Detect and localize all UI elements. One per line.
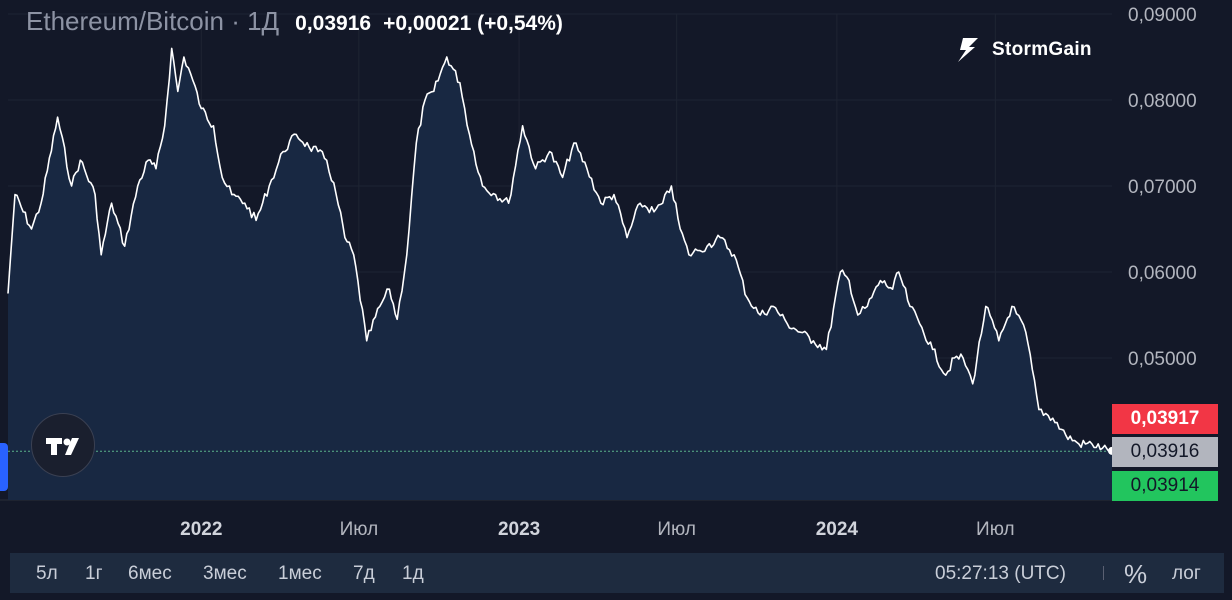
- x-tick-label: 2023: [498, 519, 540, 540]
- x-tick-label: 2022: [180, 519, 222, 540]
- y-tick-label: 0,05000: [1128, 349, 1197, 370]
- range-1m-button[interactable]: 1мес: [278, 563, 322, 584]
- x-tick-label: Июл: [976, 519, 1015, 540]
- lightning-icon: [958, 38, 978, 62]
- chart-header: Ethereum/Bitcoin · 1Д 0,03916 +0,00021 (…: [26, 6, 563, 40]
- x-tick-label: Июл: [657, 519, 696, 540]
- y-tick-label: 0,07000: [1128, 177, 1197, 198]
- range-6m-button[interactable]: 6мес: [128, 563, 172, 584]
- side-panel-toggle[interactable]: [0, 443, 8, 491]
- y-tick-label: 0,09000: [1128, 5, 1197, 26]
- range-1d-button[interactable]: 1д: [402, 563, 424, 584]
- symbol-title[interactable]: Ethereum/Bitcoin · 1Д: [26, 6, 280, 36]
- y-tick-label: 0,06000: [1128, 263, 1197, 284]
- y-tick-label: 0,08000: [1128, 91, 1197, 112]
- utc-clock[interactable]: 05:27:13 (UTC): [935, 563, 1066, 584]
- tradingview-logo-icon: [46, 438, 79, 455]
- x-tick-label: Июл: [340, 519, 379, 540]
- price-change: +0,00021 (+0,54%): [383, 12, 563, 35]
- ask-price-badge: 0,03917: [1112, 404, 1218, 434]
- bottom-toolbar: [10, 553, 1224, 593]
- brand-name: StormGain: [992, 39, 1092, 60]
- log-scale-button[interactable]: лог: [1172, 563, 1201, 584]
- brand-logo: StormGain: [954, 36, 1092, 64]
- range-1y-button[interactable]: 1г: [85, 563, 103, 584]
- price-area-fill: [8, 48, 1112, 501]
- last-price-badge: 0,03916: [1112, 437, 1218, 467]
- price-line: [7, 47, 1113, 454]
- percent-scale-button[interactable]: %: [1124, 559, 1148, 589]
- x-tick-label: 2024: [816, 519, 859, 540]
- range-3m-button[interactable]: 3мес: [203, 563, 247, 584]
- toolbar-divider: [1103, 566, 1104, 580]
- range-5y-button[interactable]: 5л: [36, 563, 58, 584]
- bid-price-badge: 0,03914: [1112, 471, 1218, 501]
- range-7d-button[interactable]: 7д: [353, 563, 375, 584]
- y-axis: 0,09000 0,08000 0,07000 0,06000 0,05000: [1128, 5, 1197, 370]
- tradingview-logo[interactable]: [31, 413, 95, 477]
- last-price: 0,03916: [295, 12, 372, 35]
- x-axis: 2022 Июл 2023 Июл 2024 Июл: [180, 519, 1014, 540]
